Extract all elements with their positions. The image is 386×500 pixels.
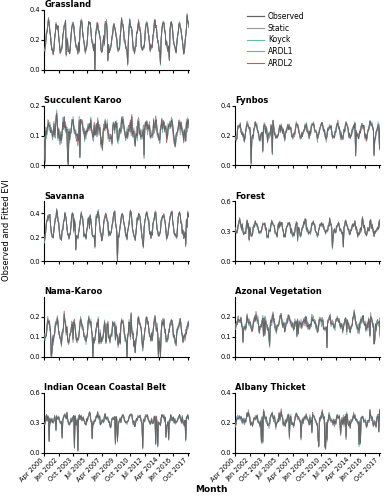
- Text: Nama-Karoo: Nama-Karoo: [44, 287, 103, 296]
- Text: Month: Month: [195, 485, 228, 494]
- Text: Grassland: Grassland: [44, 0, 91, 9]
- Text: Azonal Vegetation: Azonal Vegetation: [235, 287, 322, 296]
- Text: Succulent Karoo: Succulent Karoo: [44, 96, 122, 105]
- Text: Albany Thicket: Albany Thicket: [235, 383, 306, 392]
- Text: Observed and Fitted EVI: Observed and Fitted EVI: [2, 179, 12, 281]
- Text: Indian Ocean Coastal Belt: Indian Ocean Coastal Belt: [44, 383, 166, 392]
- Text: Forest: Forest: [235, 192, 266, 200]
- Text: Fynbos: Fynbos: [235, 96, 269, 105]
- Legend: Observed, Static, Koyck, ARDL1, ARDL2: Observed, Static, Koyck, ARDL1, ARDL2: [247, 12, 305, 68]
- Text: Savanna: Savanna: [44, 192, 85, 200]
